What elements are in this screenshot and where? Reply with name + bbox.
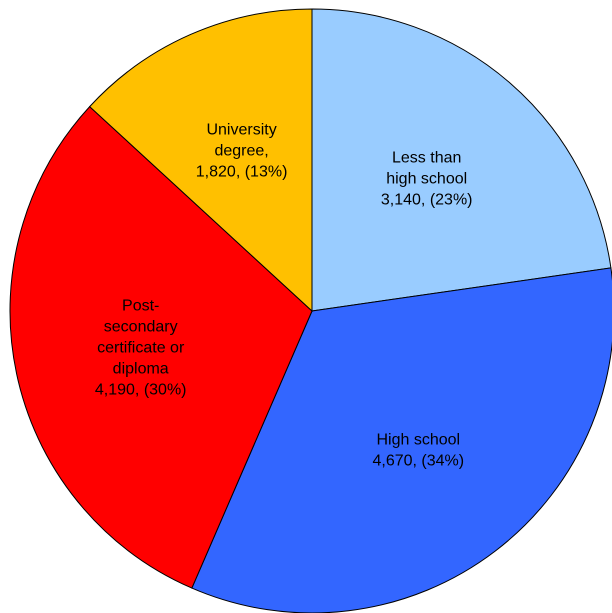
- pie-label-line: 3,140, (23%): [381, 192, 473, 209]
- pie-label-line: University: [206, 122, 276, 139]
- pie-label-line: degree,: [214, 143, 268, 160]
- pie-label-line: secondary: [104, 318, 178, 335]
- pie-slice-high-school: [191, 267, 612, 613]
- pie-label-post-secondary-certificate-or-diploma: Post-secondary certificate or diploma 4,190…: [95, 297, 187, 398]
- pie-slice-less-than-high-school: [311, 8, 612, 312]
- pie-label-line: high school: [386, 171, 467, 188]
- pie-label-line: High school: [376, 432, 460, 449]
- pie-slice-university-degree: [88, 8, 313, 313]
- pie-label-less-than-high-school: Less than high school 3,140, (23%): [381, 150, 473, 209]
- pie-label-line: Post-: [122, 297, 159, 314]
- pie-label-line: 4,670, (34%): [372, 453, 464, 470]
- pie-slice-post-secondary-certificate-or-diploma: [9, 105, 313, 589]
- pie-label-university-degree: University degree, 1,820, (13%): [196, 122, 288, 181]
- pie-label-high-school: High school 4,670, (34%): [372, 432, 464, 470]
- pie-label-line: 1,820, (13%): [196, 164, 288, 181]
- pie-label-line: diploma: [113, 360, 169, 377]
- pie-label-line: certificate or: [97, 339, 185, 356]
- pie-label-line: Less than: [392, 150, 461, 167]
- pie-label-line: 4,190, (30%): [95, 381, 187, 398]
- pie-labels: Less than high school 3,140, (23%) High sch…: [95, 122, 473, 470]
- pie-slices: [9, 8, 612, 613]
